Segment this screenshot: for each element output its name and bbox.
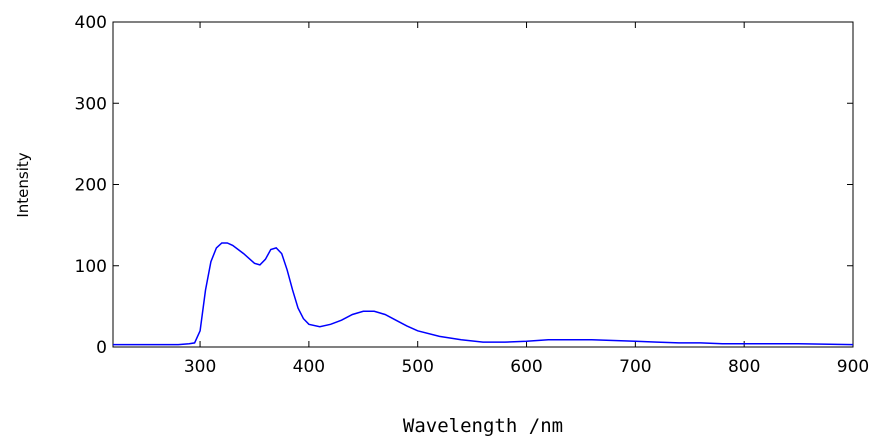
y-tick-label: 400 xyxy=(75,13,107,33)
y-tick-label: 300 xyxy=(75,94,107,114)
y-tick-label: 100 xyxy=(75,257,107,277)
x-tick-label: 600 xyxy=(510,357,542,377)
y-tick-label: 200 xyxy=(75,176,107,196)
y-tick-label: 0 xyxy=(96,338,107,358)
x-axis-label: Wavelength /nm xyxy=(403,415,563,437)
data-line xyxy=(113,242,854,346)
x-tick-label: 700 xyxy=(619,357,651,377)
x-tick-label: 500 xyxy=(401,357,433,377)
plot-area xyxy=(112,21,854,348)
x-tick-label: 900 xyxy=(837,357,869,377)
x-tick-label: 800 xyxy=(728,357,760,377)
y-axis-label: Intensity xyxy=(14,152,32,217)
x-tick-label: 400 xyxy=(293,357,325,377)
x-tick-label: 300 xyxy=(184,357,216,377)
